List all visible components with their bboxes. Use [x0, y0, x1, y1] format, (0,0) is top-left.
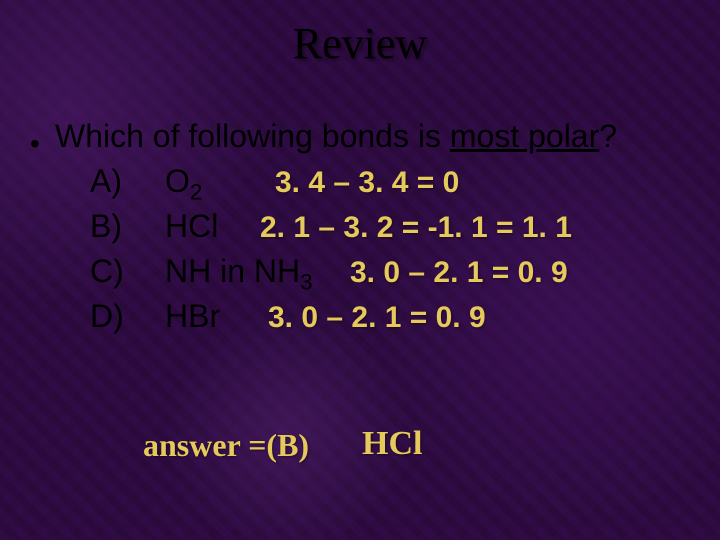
option-c-letter: C) — [90, 253, 124, 290]
option-d-text: HBr — [165, 298, 220, 335]
option-c-text-sub: 3 — [300, 269, 312, 294]
option-a-text: O2 — [165, 163, 202, 200]
option-c-text-pre: NH in NH — [165, 253, 300, 289]
option-b-letter: B) — [90, 208, 122, 245]
option-a-formula-sub: 2 — [190, 179, 202, 204]
page-title: Review — [0, 18, 720, 69]
option-a-formula-pre: O — [165, 163, 190, 199]
option-a-letter: A) — [90, 163, 122, 200]
option-c-text: NH in NH3 — [165, 253, 313, 290]
option-c-calc: 3. 0 – 2. 1 = 0. 9 — [350, 256, 568, 290]
option-d-calc: 3. 0 – 2. 1 = 0. 9 — [268, 301, 486, 335]
answer-label: answer =(B) — [143, 427, 309, 464]
option-b-text: HCl — [165, 208, 218, 245]
option-a-calc: 3. 4 – 3. 4 = 0 — [275, 166, 459, 200]
bullet-icon: • — [30, 128, 40, 160]
option-d-letter: D) — [90, 298, 124, 335]
answer-text: HCl — [362, 425, 422, 463]
question-text: Which of following bonds is most polar? — [55, 118, 617, 155]
slide: Review • Which of following bonds is mos… — [0, 0, 720, 540]
option-b-calc: 2. 1 – 3. 2 = -1. 1 = 1. 1 — [260, 211, 572, 245]
question-prefix: Which of following bonds is — [55, 118, 450, 154]
question-emphasis: most polar — [450, 118, 599, 154]
question-suffix: ? — [599, 118, 617, 154]
